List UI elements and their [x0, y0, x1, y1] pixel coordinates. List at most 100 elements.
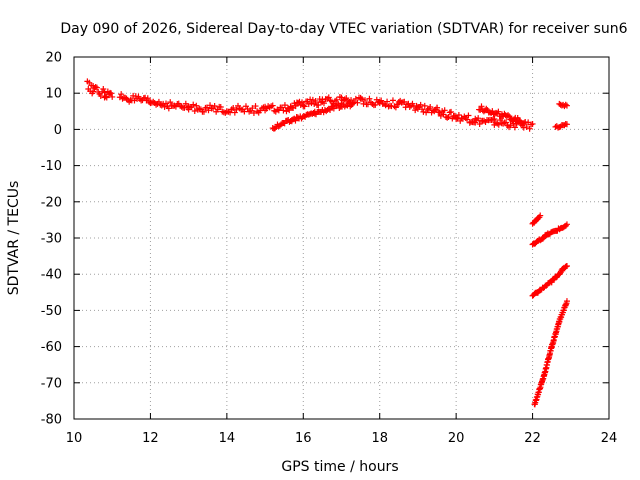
- data-point: [489, 116, 496, 123]
- x-tick-label: 20: [448, 431, 465, 446]
- data-point: [269, 102, 276, 109]
- data-point: [372, 101, 379, 108]
- data-point: [299, 99, 306, 106]
- data-point: [511, 124, 518, 131]
- series-track-7: [529, 212, 544, 227]
- data-point: [537, 212, 544, 219]
- data-point: [421, 102, 428, 109]
- x-tick-label: 10: [66, 431, 83, 446]
- data-point: [389, 97, 396, 104]
- data-point: [441, 107, 448, 114]
- data-point: [190, 101, 197, 108]
- x-tick-label: 18: [371, 431, 388, 446]
- data-point: [325, 94, 332, 101]
- data-point: [292, 117, 299, 124]
- data-point: [93, 84, 100, 91]
- y-tick-label: -20: [41, 195, 62, 210]
- data-point: [205, 107, 212, 114]
- y-tick-label: 0: [54, 123, 62, 138]
- data-point: [349, 100, 356, 107]
- data-point: [505, 112, 512, 119]
- data-point: [123, 95, 130, 102]
- data-point: [109, 93, 116, 100]
- data-point: [434, 104, 441, 111]
- axis-ticks: [73, 56, 610, 420]
- series-track-10: [531, 298, 570, 408]
- series-track-2: [116, 91, 536, 132]
- data-point: [464, 116, 471, 123]
- data-point: [100, 86, 107, 93]
- y-tick-label: -60: [41, 340, 62, 355]
- data-point: [413, 102, 420, 109]
- data-point: [118, 91, 125, 98]
- data-point: [315, 102, 322, 109]
- series-track-9: [529, 262, 570, 299]
- y-tick-label: -80: [41, 413, 62, 428]
- data-point: [526, 125, 533, 132]
- grid: [74, 57, 609, 419]
- data-point: [108, 90, 115, 97]
- data-point: [489, 108, 496, 115]
- series-track-3: [269, 100, 356, 132]
- x-tick-label: 22: [524, 431, 541, 446]
- data-point: [476, 121, 483, 128]
- data-point: [366, 95, 373, 102]
- data-point: [182, 100, 189, 107]
- data-point: [327, 106, 334, 113]
- data-point: [292, 103, 299, 110]
- x-tick-label: 24: [601, 431, 618, 446]
- data-point: [429, 107, 436, 114]
- data-point: [520, 120, 527, 127]
- data-point: [392, 104, 399, 111]
- data-point: [312, 98, 319, 105]
- data-point: [281, 102, 288, 109]
- data-point: [406, 103, 413, 110]
- chart-title: Day 090 of 2026, Sidereal Day-to-day VTE…: [60, 21, 627, 37]
- data-point: [103, 94, 110, 101]
- series-track-6: [556, 100, 570, 110]
- data-point: [427, 103, 434, 110]
- data-point: [144, 95, 151, 102]
- data-point: [563, 221, 570, 228]
- data-point: [207, 102, 214, 109]
- y-tick-label: -40: [41, 268, 62, 283]
- data-point: [444, 114, 451, 121]
- x-tick-label: 16: [295, 431, 312, 446]
- y-tick-label: -30: [41, 232, 62, 247]
- y-tick-label: -10: [41, 159, 62, 174]
- data-point: [503, 119, 510, 126]
- data-point: [167, 99, 174, 106]
- data-point: [191, 107, 198, 114]
- data-point: [311, 101, 318, 108]
- data-point: [252, 103, 259, 110]
- y-tick-label: 10: [45, 87, 62, 102]
- data-point: [563, 262, 570, 269]
- data-point: [521, 119, 528, 126]
- series-track-8: [529, 221, 570, 248]
- data-point: [280, 107, 287, 114]
- data-point: [465, 112, 472, 119]
- data-point: [90, 88, 97, 95]
- data-point: [495, 108, 502, 115]
- data-point: [529, 120, 536, 127]
- data-point: [301, 103, 308, 110]
- data-point: [419, 106, 426, 113]
- data-point: [562, 101, 569, 108]
- data-point: [563, 102, 570, 109]
- y-axis-label: SDTVAR / TECUs: [6, 181, 22, 296]
- data-point: [384, 98, 391, 105]
- data-point: [211, 102, 218, 109]
- data-point: [378, 97, 385, 104]
- y-tick-label: -70: [41, 376, 62, 391]
- data-point: [359, 96, 366, 103]
- data-point: [424, 106, 431, 113]
- data-point: [161, 103, 168, 110]
- data-point: [445, 114, 452, 121]
- data-point: [101, 89, 108, 96]
- data-point: [309, 96, 316, 103]
- data-point: [483, 105, 490, 112]
- data-point: [102, 93, 109, 100]
- data-markers: [84, 78, 570, 408]
- data-point: [200, 108, 207, 115]
